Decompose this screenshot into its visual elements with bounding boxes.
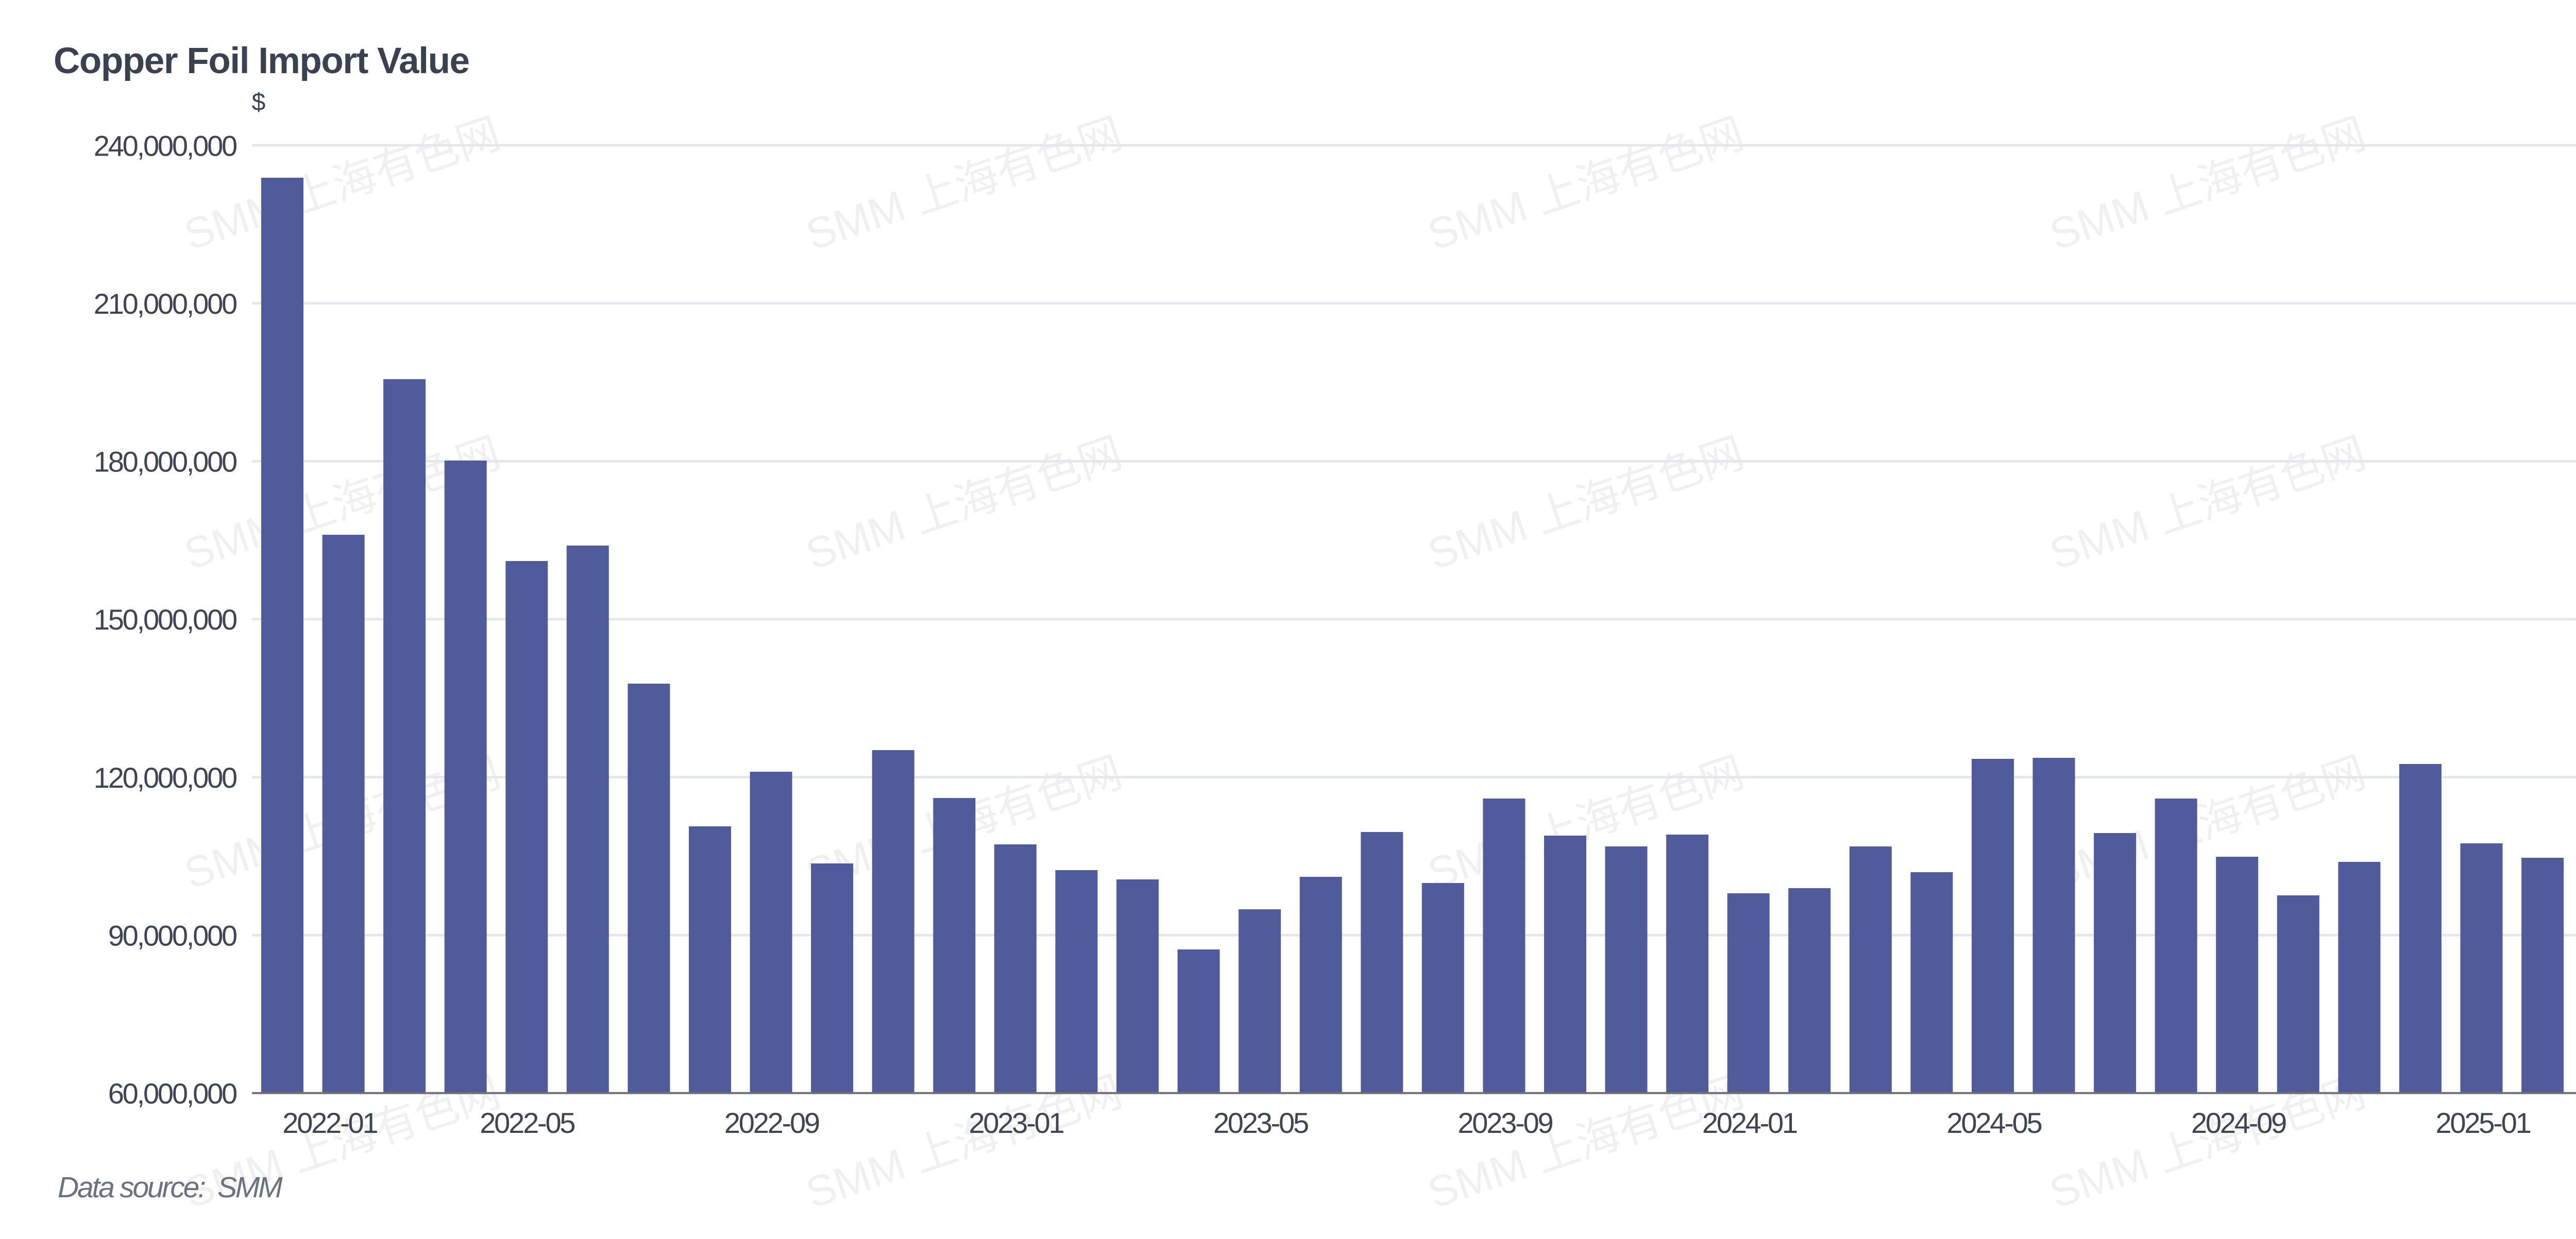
svg-text:2023-05: 2023-05 <box>1213 1107 1308 1139</box>
svg-text:120,000,000: 120,000,000 <box>94 761 236 794</box>
svg-text:2025-01: 2025-01 <box>2435 1107 2530 1139</box>
svg-text:150,000,000: 150,000,000 <box>94 603 236 636</box>
svg-text:180,000,000: 180,000,000 <box>94 446 236 478</box>
svg-text:2022-05: 2022-05 <box>480 1107 574 1139</box>
svg-text:2022-09: 2022-09 <box>724 1107 819 1139</box>
svg-text:Data source: SMM: Data source: SMM <box>58 1171 283 1204</box>
svg-text:Copper Foil Import Value: Copper Foil Import Value <box>54 41 469 81</box>
svg-text:2024-09: 2024-09 <box>2191 1107 2286 1139</box>
svg-text:2022-01: 2022-01 <box>282 1107 377 1139</box>
svg-text:210,000,000: 210,000,000 <box>94 287 236 320</box>
svg-text:$: $ <box>252 89 266 116</box>
svg-text:60,000,000: 60,000,000 <box>108 1077 236 1110</box>
svg-text:2023-09: 2023-09 <box>1458 1107 1552 1139</box>
svg-text:90,000,000: 90,000,000 <box>108 920 236 952</box>
svg-text:2024-05: 2024-05 <box>1946 1107 2041 1139</box>
svg-text:2023-01: 2023-01 <box>969 1107 1063 1139</box>
svg-text:240,000,000: 240,000,000 <box>94 129 236 162</box>
svg-text:2024-01: 2024-01 <box>1702 1107 1797 1139</box>
